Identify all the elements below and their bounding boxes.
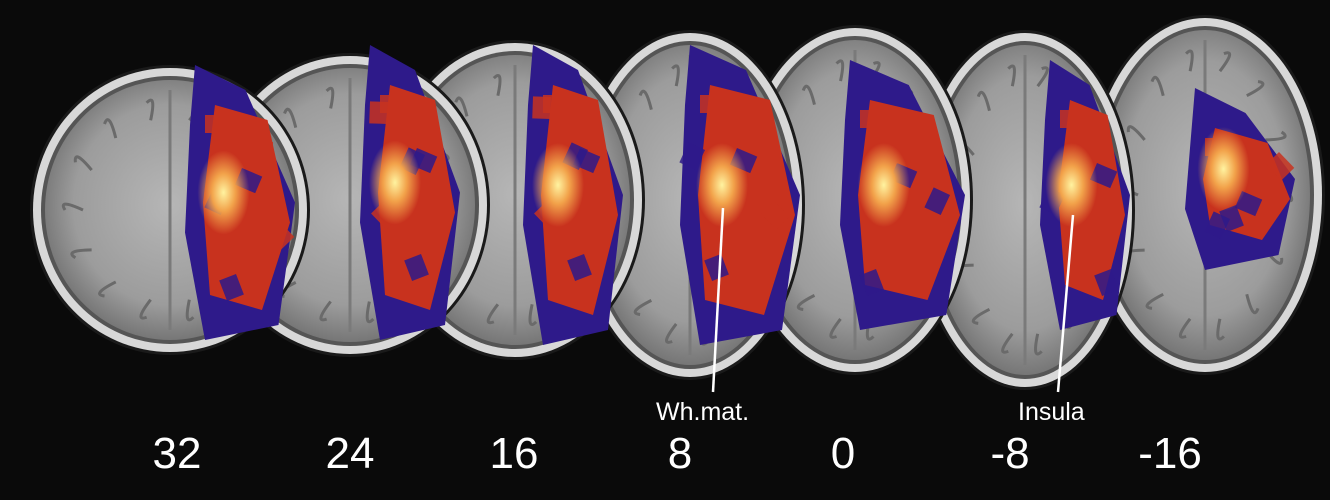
sulcus-line (454, 96, 469, 117)
white-matter-annotation: Wh.mat. (656, 398, 750, 426)
insula-leader-line (1056, 214, 1075, 393)
lesion-patch (704, 253, 729, 281)
sulcus-line (325, 86, 335, 109)
slice-label-8: 8 (667, 429, 693, 478)
slice-label-24: 24 (325, 429, 375, 478)
sulcus-line (1034, 333, 1043, 356)
sulcus-line (1185, 49, 1194, 72)
brain-slice (737, 25, 973, 375)
lesion-patch (254, 141, 273, 164)
lesion-patch (205, 115, 227, 133)
lesion-overlay-peak (532, 143, 584, 227)
brain-slice (1085, 15, 1325, 375)
sulcus-line (1150, 75, 1165, 97)
sulcus-line (671, 64, 680, 87)
slice-label-0: 0 (830, 429, 856, 478)
lesion-patch (1060, 110, 1082, 128)
white-matter-leader-line (711, 207, 725, 393)
sulcus-line (1178, 317, 1192, 339)
lesion-overlay-peak (197, 150, 250, 235)
lesion-patch (404, 253, 429, 281)
lesion-patch (679, 142, 705, 170)
lesion-overlay-peak (1045, 143, 1098, 227)
lesion-patch (532, 96, 551, 119)
sulcus-line (145, 98, 155, 121)
slice-label-minus-16: -16 (1138, 429, 1202, 478)
sulcus-line (1216, 318, 1225, 341)
sulcus-line (829, 318, 842, 339)
brain-slice (30, 65, 310, 355)
sulcus-line (665, 323, 678, 344)
sulcus-line (492, 73, 502, 96)
sulcus-line (1265, 130, 1287, 142)
lesion-overlay-peak (857, 143, 910, 227)
sulcus-line (1245, 293, 1260, 315)
sulcus-line (976, 90, 991, 112)
sulcus-line (1246, 80, 1265, 98)
sulcus-line (139, 298, 152, 320)
lesion-patch (761, 200, 790, 230)
lesion-patch (1094, 269, 1119, 296)
brain-slice (575, 30, 805, 380)
sulcus-line (801, 84, 816, 105)
sulcus-line (283, 107, 298, 128)
sulcus-line (638, 89, 653, 110)
lesion-patch (860, 110, 882, 128)
lesion-overlay-peak (1197, 127, 1250, 211)
sulcus-line (98, 280, 117, 298)
lesion-patch (1204, 211, 1230, 239)
sulcus-line (486, 303, 500, 325)
lesion-patch (924, 187, 950, 215)
slice-label-minus-8: -8 (990, 429, 1030, 478)
lesion-overlay-peak (369, 140, 421, 225)
lesion-patch (369, 101, 388, 124)
sulcus-line (70, 248, 92, 260)
lesion-patch (219, 274, 244, 301)
lesion-patch (859, 268, 884, 296)
sulcus-line (103, 118, 118, 139)
slice-label-16: 16 (489, 429, 539, 478)
lesion-patch (266, 221, 295, 250)
sulcus-line (61, 202, 84, 212)
sulcus-line (971, 307, 991, 325)
lesion-patch (921, 216, 950, 245)
lesion-patch (1254, 165, 1274, 188)
sulcus-line (633, 299, 653, 316)
sulcus-line (1001, 332, 1014, 354)
sulcus-line (185, 299, 195, 322)
sulcus-line (319, 300, 332, 322)
insula-annotation: Insula (1018, 398, 1085, 426)
lesion-patch (739, 96, 758, 119)
sulcus-line (1126, 125, 1146, 141)
sulcus-line (1036, 66, 1049, 88)
sulcus-line (73, 155, 93, 172)
sulcus-line (365, 301, 375, 324)
sulcus-line (796, 294, 816, 311)
lesion-overlay-peak (696, 143, 748, 227)
sulcus-line (1007, 64, 1016, 87)
sulcus-line (1145, 292, 1164, 310)
slice-label-32: 32 (152, 429, 202, 478)
sulcus-line (835, 59, 845, 82)
brain-slice (915, 30, 1135, 390)
sulcus-line (528, 304, 538, 327)
lesion-patch (1266, 152, 1295, 181)
lesion-patch (567, 253, 592, 281)
lesion-patch (700, 95, 722, 113)
sulcus-line (1218, 51, 1232, 73)
